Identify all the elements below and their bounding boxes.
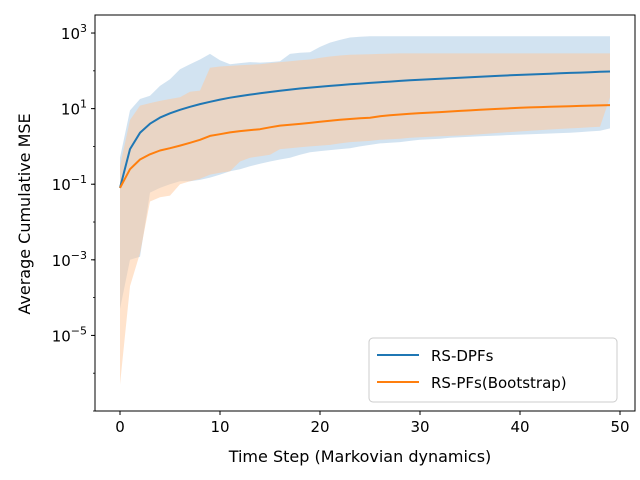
x-axis: 0 10 20 30 40 50	[115, 411, 630, 436]
x-tick-label: 20	[310, 418, 329, 436]
x-tick-label: 10	[210, 418, 229, 436]
y-tick-label: 10−3	[52, 249, 87, 270]
line-rs-pfs-bootstrap	[119, 104, 611, 189]
x-tick-label: 0	[115, 418, 125, 436]
plot-frame	[94, 14, 636, 412]
x-tick-label: 30	[410, 418, 429, 436]
legend: RS-DPFs RS-PFs(Bootstrap)	[368, 337, 618, 403]
band-rs-pfs-bootstrap	[120, 53, 610, 385]
y-tick-label: 10−1	[52, 173, 87, 194]
y-axis: 10−5 10−3 10−1 101 103	[52, 22, 95, 412]
line-rs-dpfs	[119, 70, 611, 189]
y-tick-label: 101	[61, 98, 87, 119]
confidence-bands	[120, 36, 610, 385]
legend-label-rs-pfs-bootstrap: RS-PFs(Bootstrap)	[431, 374, 567, 392]
legend-box	[368, 337, 618, 403]
y-tick-label: 10−5	[52, 324, 87, 345]
x-axis-label: Time Step (Markovian dynamics)	[228, 447, 492, 466]
y-axis-label: Average Cumulative MSE	[15, 113, 34, 314]
legend-label-rs-dpfs: RS-DPFs	[431, 347, 494, 365]
x-tick-label: 50	[610, 418, 629, 436]
x-tick-label: 40	[510, 418, 529, 436]
y-tick-label: 103	[61, 22, 87, 43]
series-lines	[119, 70, 611, 189]
